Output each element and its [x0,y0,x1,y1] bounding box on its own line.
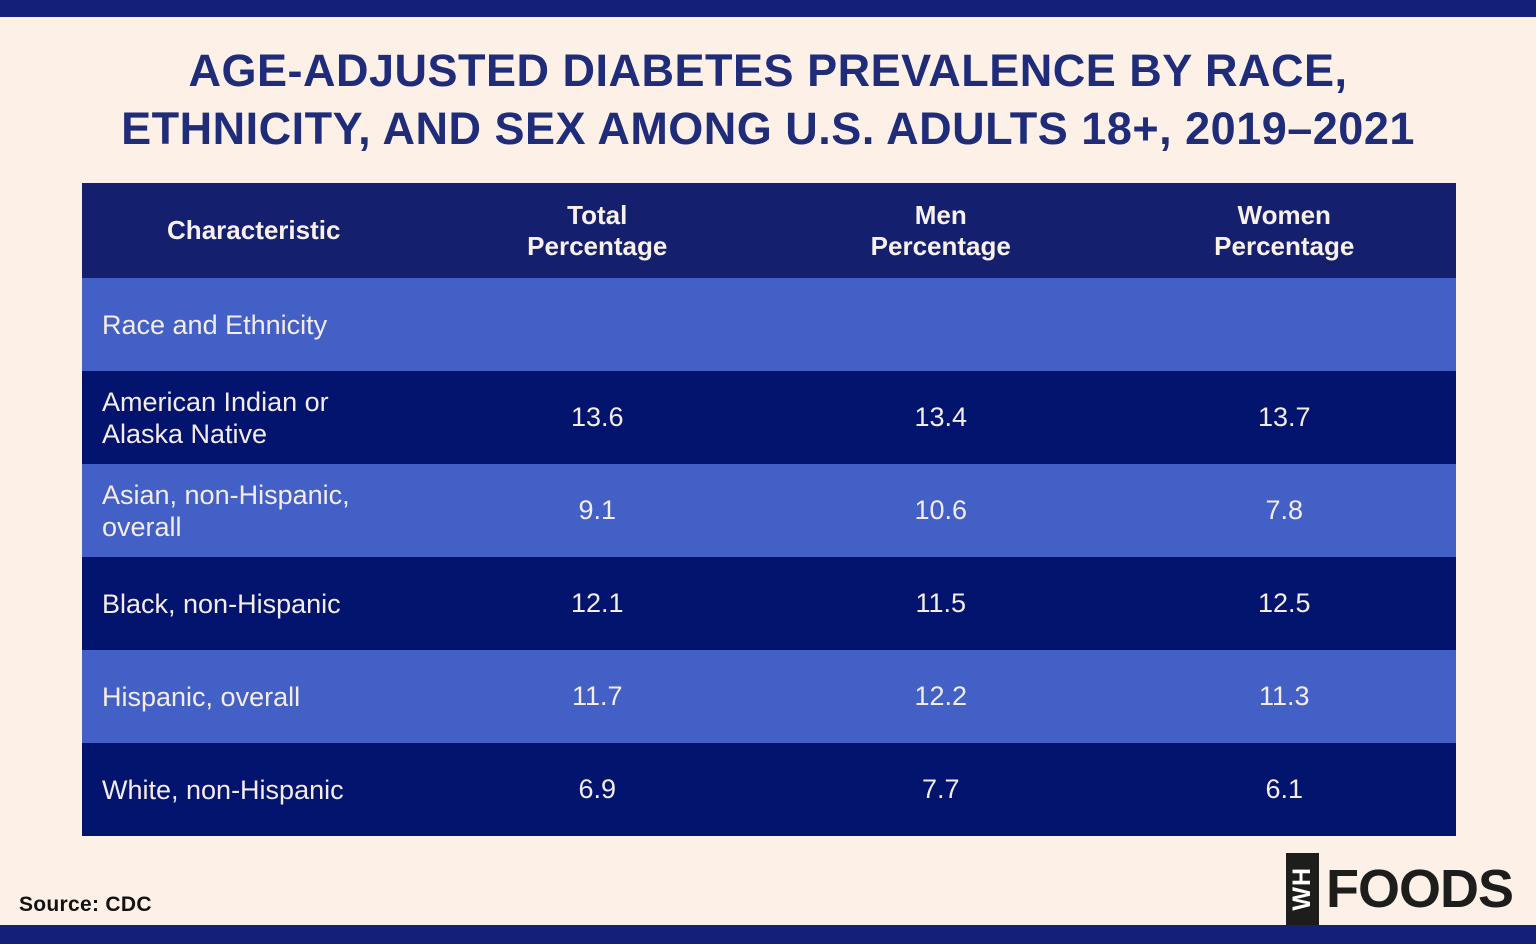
bottom-border-bar [0,925,1536,944]
women-percentage-value: 13.7 [1257,402,1311,432]
row-label: Black, non-Hispanic [102,588,341,619]
page-title: AGE-ADJUSTED DIABETES PREVALENCE BY RACE… [0,42,1536,158]
page-title-line2: ETHNICITY, AND SEX AMONG U.S. ADULTS 18+… [121,103,1415,154]
diabetes-prevalence-table: Characteristic Total Percentage Men Perc… [82,183,1456,836]
men-percentage-value: 12.2 [914,681,968,711]
total-percentage-value: 13.6 [570,402,624,432]
row-label: White, non-Hispanic [102,774,344,805]
page-title-line1: AGE-ADJUSTED DIABETES PREVALENCE BY RACE… [188,45,1348,96]
col-header-characteristic: Characteristic [167,215,341,245]
women-percentage-value: 11.3 [1258,681,1310,711]
total-percentage-value: 11.7 [571,681,623,711]
women-percentage-value: 7.8 [1265,495,1304,525]
men-percentage-value: 13.4 [914,402,968,432]
col-header-women-percentage: Women Percentage [1214,199,1355,261]
section-label: Race and Ethnicity [102,309,328,340]
row-label: Hispanic, overall [102,681,301,712]
section-row-race-and-ethnicity: Race and Ethnicity [82,278,1456,371]
total-percentage-value: 12.1 [570,588,624,618]
men-percentage-value: 11.5 [915,588,967,618]
row-label: Asian, non-Hispanic, overall [102,479,350,542]
table-row: Asian, non-Hispanic, overall 9.1 10.6 7.… [82,464,1456,557]
source-attribution: Source: CDC [19,893,152,916]
total-percentage-value: 6.9 [578,774,617,804]
table-row: White, non-Hispanic 6.9 7.7 6.1 [82,743,1456,836]
women-percentage-value: 6.1 [1265,774,1304,804]
whfoods-logo: WH FOODS [1285,853,1514,925]
top-border-bar [0,0,1536,17]
table-row: Black, non-Hispanic 12.1 11.5 12.5 [82,557,1456,650]
table-row: Hispanic, overall 11.7 12.2 11.3 [82,650,1456,743]
total-percentage-value: 9.1 [578,495,617,525]
row-label: American Indian or Alaska Native [102,386,329,449]
col-header-total-percentage: Total Percentage [527,199,668,261]
whfoods-logo-wordmark: FOODS [1325,859,1514,919]
men-percentage-value: 10.6 [914,495,968,525]
table-header-row: Characteristic Total Percentage Men Perc… [82,183,1456,278]
table-row: American Indian or Alaska Native 13.6 13… [82,371,1456,464]
col-header-men-percentage: Men Percentage [870,199,1011,261]
men-percentage-value: 7.7 [921,774,960,804]
women-percentage-value: 12.5 [1257,588,1311,618]
whfoods-logo-mark-icon: WH [1285,853,1319,925]
